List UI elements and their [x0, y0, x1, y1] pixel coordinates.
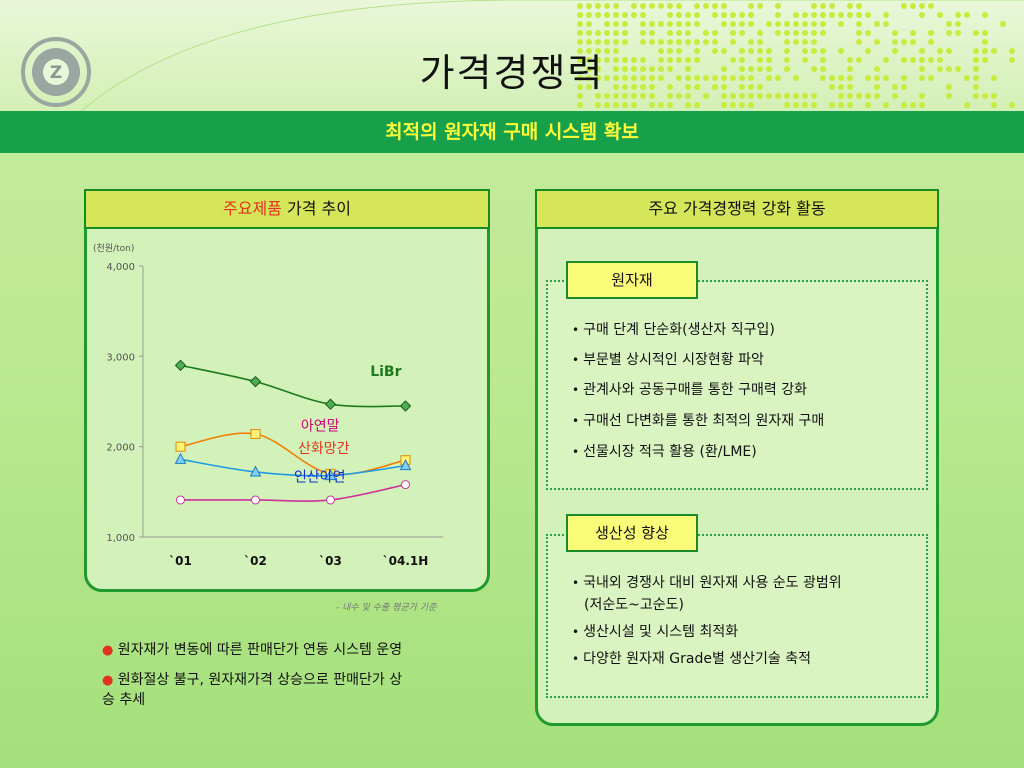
bullet-icon: •: [572, 353, 580, 367]
x-tick-label: `02: [244, 554, 267, 568]
chart-footnote: - 내수 및 수출 평균가 기준: [336, 603, 437, 613]
series-line: [180, 483, 406, 502]
data-point: [326, 495, 335, 505]
price-trend-panel-title: 주요제품 가격 추이: [84, 189, 490, 229]
bullet-icon: •: [572, 383, 580, 397]
series-label: 인산아연: [294, 470, 346, 486]
note-text: 승 추세: [102, 692, 146, 708]
y-tick-label: 4,000: [106, 262, 135, 273]
series-line: [180, 458, 406, 477]
dot-matrix-decoration: [79, 0, 1024, 112]
raw-material-item: • 부문별 상시적인 시장현황 파악: [572, 352, 764, 368]
subtitle-banner: 최적의 원자재 구매 시스템 확보: [0, 111, 1024, 153]
data-point: [249, 465, 262, 477]
title-rest: 가격 추이: [281, 199, 351, 218]
note-text: 원화절상 불구, 원자재가격 상승으로 판매단가 상: [117, 672, 403, 688]
productivity-tag: 생산성 향상: [566, 514, 698, 552]
bullet-icon: •: [572, 414, 580, 428]
data-point: [176, 495, 185, 505]
bullet-icon: •: [572, 445, 580, 459]
productivity-item: • 다양한 원자재 Grade별 생산기술 축적: [572, 651, 812, 667]
raw-material-box: [546, 280, 928, 490]
bullet-icon: •: [572, 323, 580, 337]
svg-text:Z: Z: [50, 63, 62, 83]
data-point: [174, 452, 187, 464]
data-point: [399, 459, 412, 471]
data-point: [174, 359, 187, 372]
title-highlight: 주요제품: [223, 199, 282, 218]
y-tick-label: 2,000: [106, 443, 135, 454]
series-label: 산화망간: [298, 441, 350, 457]
bullet-icon: ●: [102, 643, 114, 658]
y-tick-label: 1,000: [106, 533, 135, 544]
series-line: [180, 432, 406, 476]
series-label: 아연말: [301, 419, 340, 435]
series-label: LiBr: [370, 364, 401, 380]
price-trend-chart: (천원/ton) 4,000 3,000 2,000 1,000 `01 `02 `03 `04…: [93, 243, 443, 568]
data-point: [175, 441, 186, 452]
activities-panel-title: 주요 가격경쟁력 강화 활동: [535, 189, 939, 229]
x-tick-label: `03: [319, 554, 342, 568]
data-point: [324, 398, 337, 410]
note-text: 원자재가 변동에 따른 판매단가 연동 시스템 운영: [117, 642, 403, 658]
bullet-icon: •: [572, 576, 580, 590]
productivity-item-continuation: (저순도~고순도): [584, 597, 684, 613]
y-tick-label: 3,000: [106, 352, 135, 363]
y-unit-label: (천원/ton): [93, 243, 134, 254]
raw-material-item: • 구매 단계 단순화(생산자 직구입): [572, 322, 775, 338]
x-tick-label: `04.1H: [383, 554, 429, 568]
company-logo-icon: Z: [21, 37, 91, 107]
x-tick-label: `01: [169, 554, 192, 568]
data-point: [401, 480, 410, 490]
raw-material-tag: 원자재: [566, 261, 698, 299]
page-title: 가격경쟁력: [419, 51, 605, 95]
data-point: [399, 400, 412, 412]
raw-material-item: • 구매선 다변화를 통한 최적의 원자재 구매: [572, 413, 825, 429]
series-line: [180, 364, 406, 408]
raw-material-item: • 관계사와 공동구매를 통한 구매력 강화: [572, 382, 807, 398]
productivity-box: [546, 534, 928, 698]
bullet-icon: •: [572, 625, 580, 639]
price-trend-panel: [84, 208, 490, 592]
data-point: [324, 468, 337, 481]
note-item: ● 원화절상 불구, 원자재가격 상승으로 판매단가 상: [102, 670, 497, 691]
productivity-item: • 국내외 경쟁사 대비 원자재 사용 순도 광범위: [572, 575, 842, 591]
data-point: [251, 495, 260, 505]
note-item: ● 원자재가 변동에 따른 판매단가 연동 시스템 운영: [102, 640, 497, 661]
bullet-icon: ●: [102, 673, 114, 688]
bullet-icon: •: [572, 652, 580, 666]
data-point: [250, 429, 261, 440]
productivity-item: • 생산시설 및 시스템 최적화: [572, 624, 739, 640]
header: Z 가격경쟁력: [0, 0, 1024, 112]
data-point: [249, 375, 262, 388]
note-item-continuation: 승 추세: [102, 690, 497, 710]
raw-material-item: • 선물시장 적극 활용 (환/LME): [572, 444, 757, 460]
